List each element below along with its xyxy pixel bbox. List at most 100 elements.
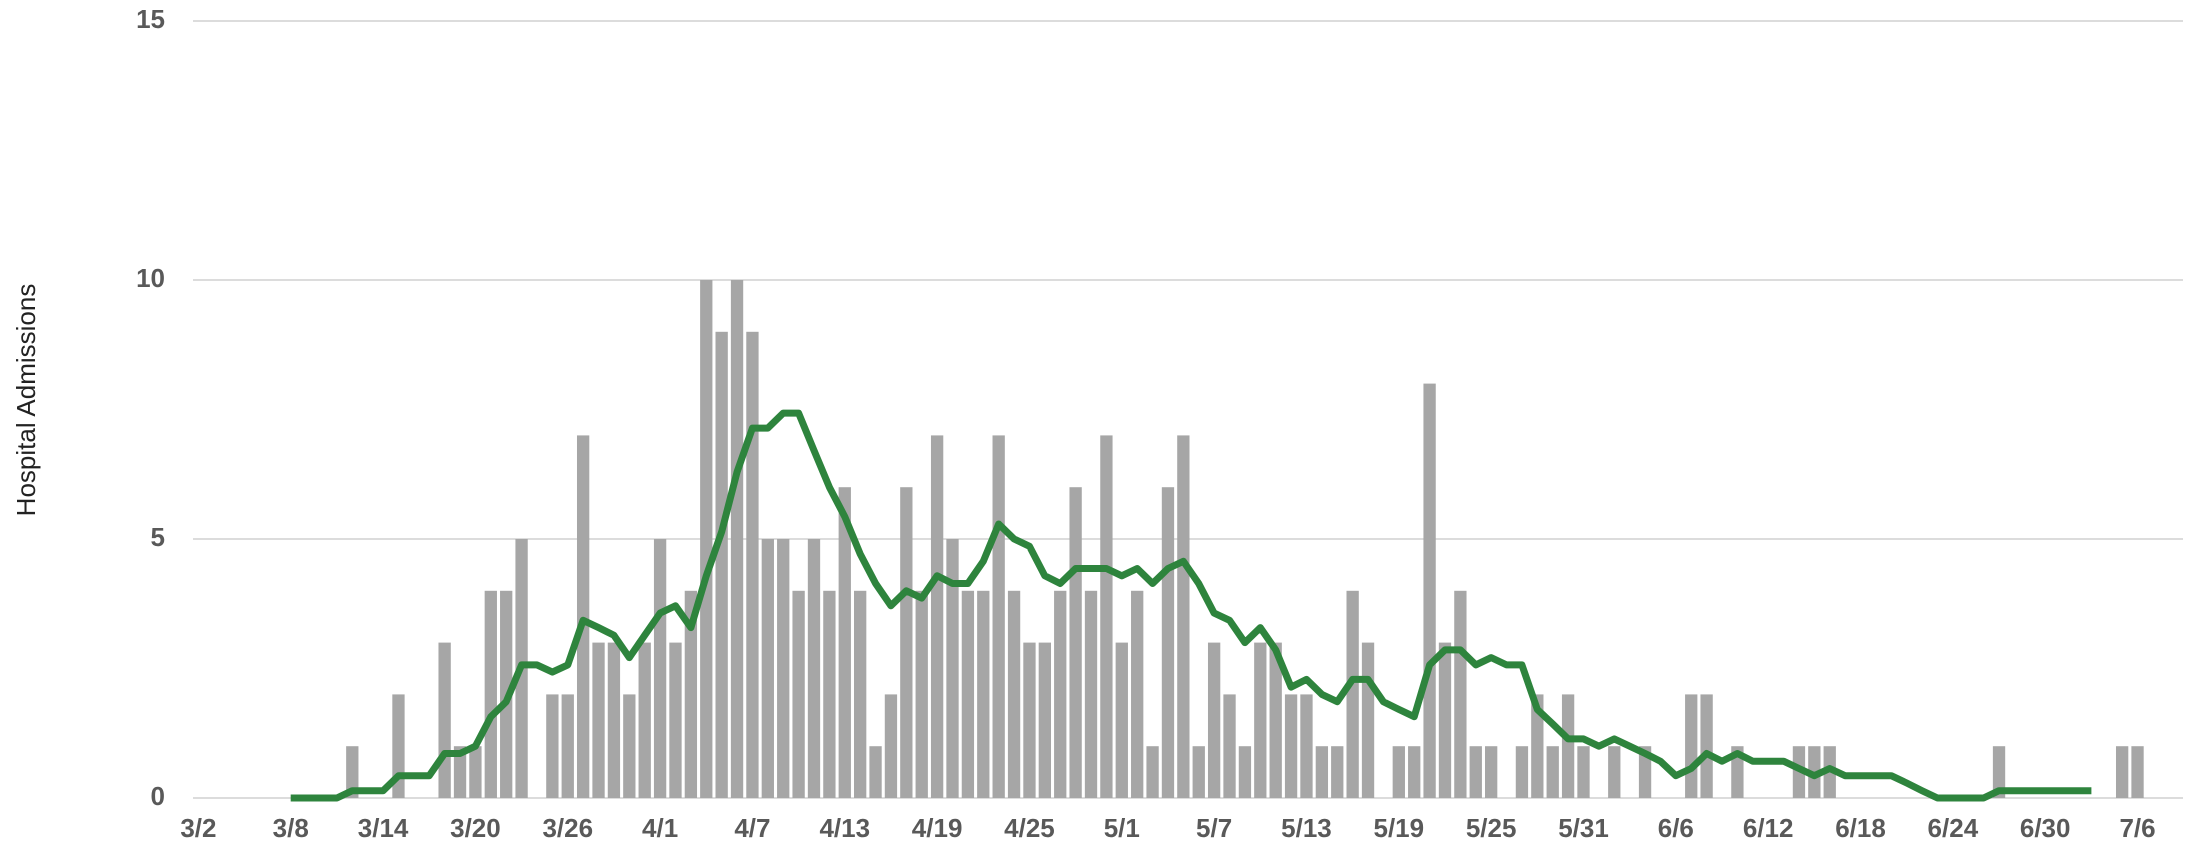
x-tick-label: 6/6 xyxy=(1658,813,1694,843)
bar xyxy=(854,590,867,798)
bar xyxy=(1054,590,1067,798)
bar xyxy=(1392,746,1405,798)
bar xyxy=(1131,590,1144,798)
bar xyxy=(1685,694,1698,798)
x-tick-label: 5/13 xyxy=(1281,813,1332,843)
bar xyxy=(1531,694,1544,798)
bar xyxy=(1254,642,1267,798)
bar xyxy=(1361,642,1375,798)
bar xyxy=(1038,642,1052,798)
bar xyxy=(1700,694,1713,798)
y-tick-label: 5 xyxy=(151,522,165,552)
bar xyxy=(607,642,621,798)
bar xyxy=(1608,746,1621,798)
x-tick-label: 5/1 xyxy=(1104,813,1140,843)
bar xyxy=(623,694,636,798)
x-tick-label: 4/19 xyxy=(912,813,963,843)
bar xyxy=(1469,746,1482,798)
bar xyxy=(715,331,728,798)
x-tick-label: 4/7 xyxy=(734,813,770,843)
x-tick-label: 3/14 xyxy=(358,813,409,843)
bar xyxy=(1161,487,1175,798)
bar xyxy=(1638,746,1652,798)
bar xyxy=(1023,642,1036,798)
bar xyxy=(777,539,790,798)
bar xyxy=(700,280,713,798)
x-tick-label: 6/30 xyxy=(2020,813,2071,843)
x-tick-label: 6/12 xyxy=(1743,813,1794,843)
bar xyxy=(961,590,975,798)
bar xyxy=(1284,694,1298,798)
bar xyxy=(1515,746,1529,798)
y-tick-label: 15 xyxy=(136,4,165,34)
bar xyxy=(1192,746,1205,798)
bar xyxy=(1331,746,1344,798)
bar xyxy=(546,694,559,798)
bar xyxy=(346,746,359,798)
bar xyxy=(392,694,405,798)
x-tick-label: 3/26 xyxy=(542,813,593,843)
bar xyxy=(2115,746,2129,798)
bar xyxy=(1484,746,1498,798)
x-tick-label: 3/20 xyxy=(450,813,501,843)
bar xyxy=(1561,694,1575,798)
y-tick-label: 10 xyxy=(136,263,165,293)
bar xyxy=(977,590,990,798)
bar xyxy=(438,642,451,798)
bar xyxy=(1346,590,1359,798)
bar xyxy=(469,746,482,798)
bar xyxy=(1207,642,1221,798)
x-tick-label: 6/24 xyxy=(1928,813,1979,843)
bar xyxy=(884,694,898,798)
bar xyxy=(1069,487,1082,798)
bar xyxy=(2131,746,2144,798)
moving-average-line xyxy=(290,409,2092,802)
bar xyxy=(838,487,851,798)
bar xyxy=(576,435,590,798)
bar xyxy=(946,539,959,798)
x-tick-label: 5/25 xyxy=(1466,813,1517,843)
x-tick-label: 6/18 xyxy=(1835,813,1886,843)
bar xyxy=(730,280,744,798)
bar xyxy=(1454,590,1467,798)
bar xyxy=(792,590,805,798)
bar xyxy=(1438,642,1452,798)
bar xyxy=(1100,435,1113,798)
bar xyxy=(746,331,759,798)
bar xyxy=(823,590,836,798)
bar xyxy=(1084,590,1098,798)
bar xyxy=(1007,590,1021,798)
bar xyxy=(669,642,682,798)
bar xyxy=(869,746,882,798)
x-tick-label: 4/25 xyxy=(1004,813,1055,843)
bar xyxy=(684,590,698,798)
bar xyxy=(992,435,1005,798)
bar xyxy=(1115,642,1128,798)
bar xyxy=(1146,746,1159,798)
y-axis-title: Hospital Admissions xyxy=(11,284,41,517)
x-tick-label: 4/1 xyxy=(642,813,678,843)
bar xyxy=(1269,642,1282,798)
bar xyxy=(1300,694,1313,798)
x-tick-label: 3/8 xyxy=(273,813,309,843)
bar xyxy=(638,642,651,798)
bar xyxy=(1223,694,1236,798)
bar xyxy=(930,435,944,798)
bar xyxy=(1315,746,1329,798)
bar xyxy=(900,487,913,798)
bar xyxy=(453,746,467,798)
bar xyxy=(915,590,928,798)
bar xyxy=(807,539,821,798)
x-tick-label: 5/19 xyxy=(1374,813,1425,843)
bar xyxy=(1177,435,1190,798)
bar xyxy=(1408,746,1421,798)
x-tick-label: 5/7 xyxy=(1196,813,1232,843)
bar xyxy=(1577,746,1590,798)
x-tick-label: 5/31 xyxy=(1558,813,1609,843)
x-tick-label: 3/2 xyxy=(180,813,216,843)
bar xyxy=(561,694,574,798)
bar xyxy=(1238,746,1252,798)
x-tick-label: 4/13 xyxy=(819,813,870,843)
bar xyxy=(1546,746,1559,798)
